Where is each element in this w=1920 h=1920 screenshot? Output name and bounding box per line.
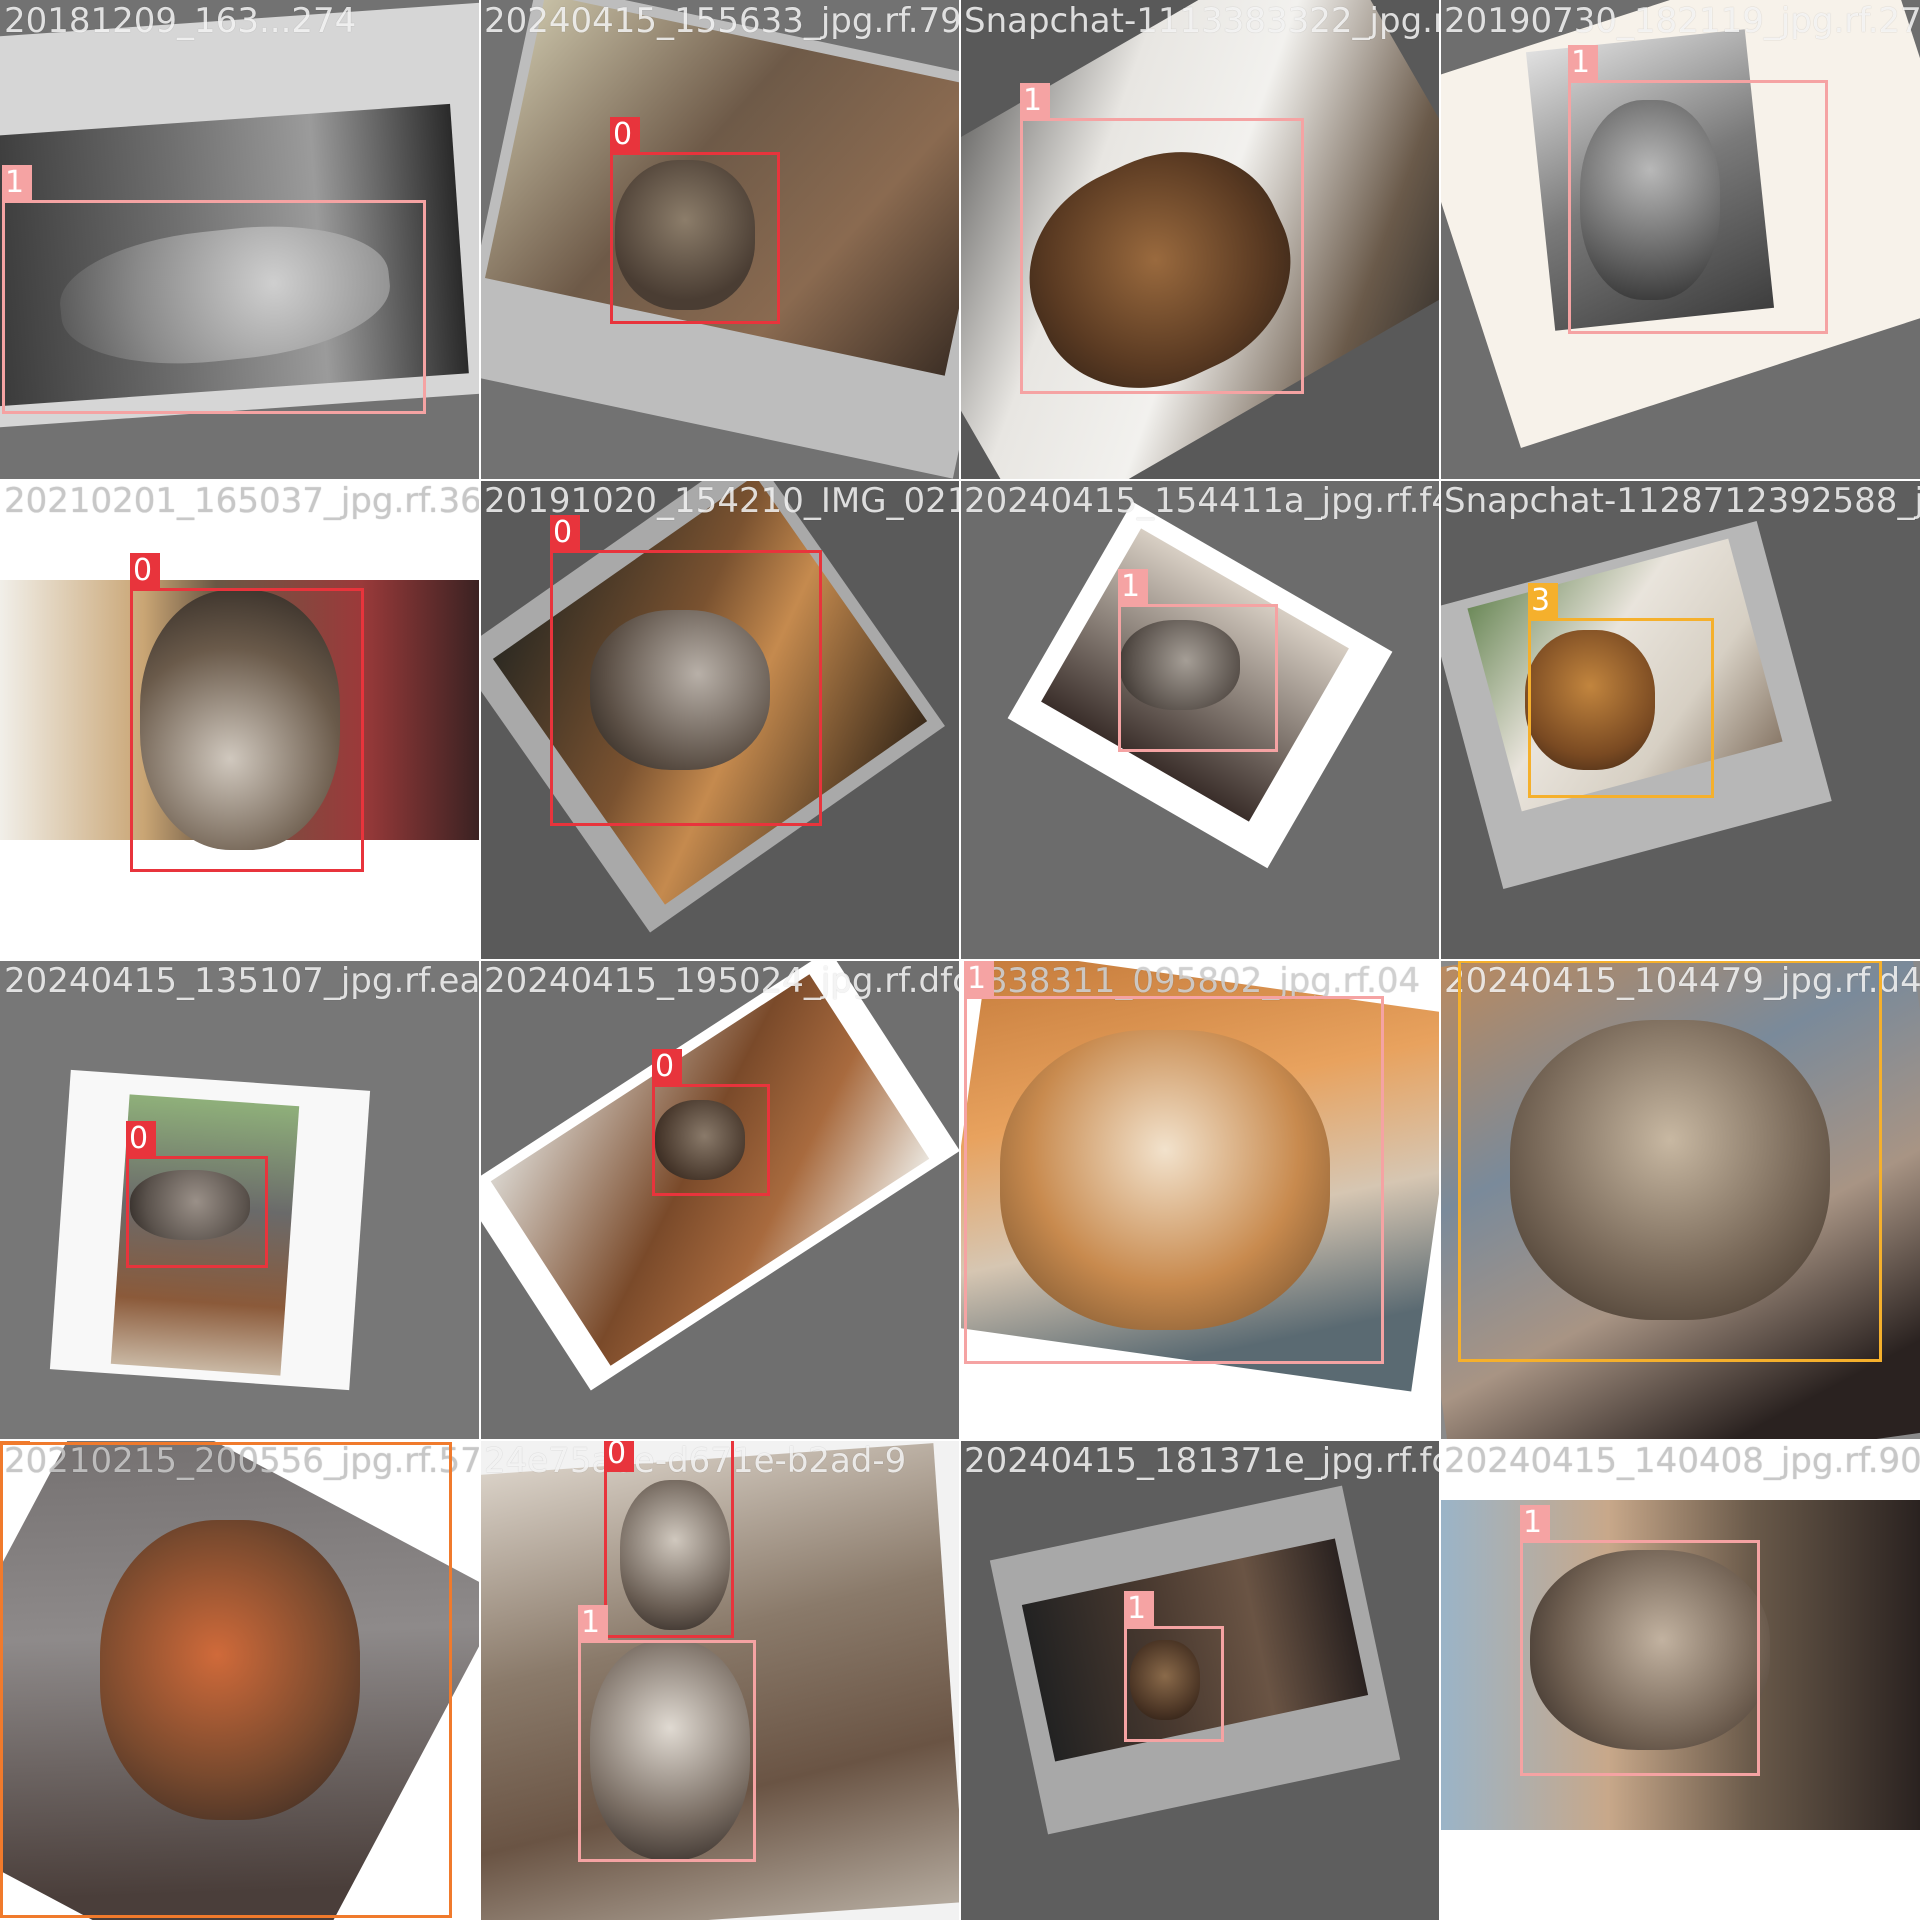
bounding-box: 1 [578,1605,756,1862]
image-filename: 1838311_095802_jpg.rf.04 [964,961,1421,1001]
image-filename: 20240415_154411a_jpg.rf.f48 [964,481,1440,521]
cat-shape [615,160,755,310]
bounding-box: 1 [1020,83,1304,394]
image-filename: 20181209_163...274 [4,1,357,41]
bounding-box: 1 [1124,1591,1224,1742]
cat-shape [140,590,340,850]
class-label: 1 [1124,1591,1154,1627]
bounding-box: 2 [0,1440,452,1918]
bounding-box: 1 [2,165,426,414]
bounding-box: 3 [1458,960,1882,1362]
bounding-box: 0 [610,117,780,324]
bounding-box: 0 [130,553,364,872]
image-filename: 20190730_182119_jpg.rf.27 [1444,1,1920,41]
image-filename: Snapchat-1113383322_jpg.rf. [964,1,1440,41]
bounding-box: 1 [1118,569,1278,752]
image-filename: 20240415_140408_jpg.rf.90 [1444,1441,1920,1481]
bounding-box: 0 [652,1049,770,1196]
class-label: 1 [964,961,994,997]
image-filename: 20240415_195024_jpg.rf.dfc [484,961,960,1001]
class-label: 3 [1458,960,1488,963]
mosaic-tile: 20240415_195024_jpg.rf.dfc 0 [480,960,960,1440]
cat-shape [1525,630,1655,770]
mosaic-tile: Snapchat-1113383322_jpg.rf. 1 [960,0,1440,480]
cat-shape [1120,620,1240,710]
mosaic-tile: Snapchat-1128712392588_jpg.r 3 [1440,480,1920,960]
mosaic-tile: 20181209_163...274 1 [0,0,480,480]
tile-divider [0,959,1920,961]
mosaic-tile: 20210201_165037_jpg.rf.36 0 [0,480,480,960]
class-label: 1 [2,165,32,201]
class-label: 0 [652,1049,682,1085]
class-label: 0 [604,1440,634,1472]
image-filename: 20191020_154210_IMG_0215 [484,481,960,521]
mosaic-tile: 20191020_154210_IMG_0215 0 [480,480,960,960]
cat-shape [1000,1030,1330,1330]
bounding-box: 3 [1528,583,1714,798]
class-label: 2 [0,1440,30,1443]
mosaic-tile: 20190730_182119_jpg.rf.27 1 [1440,0,1920,480]
bounding-box: 1 [1568,45,1828,334]
mosaic-tile: 20240415_104479_jpg.rf.d4 3 [1440,960,1920,1440]
cat-shape [1580,100,1720,300]
class-label: 0 [126,1121,156,1157]
image-filename: 20240415_104479_jpg.rf.d4 [1444,961,1920,1001]
cat-shape [1530,1550,1770,1750]
class-label: 0 [610,117,640,153]
image-filename: 20210201_165037_jpg.rf.36 [4,481,480,521]
mosaic-tile: 24e75a6e-d671e-b2ad-9 0 1 [480,1440,960,1920]
class-label: 1 [1520,1505,1550,1541]
mosaic-tile: 20240415_135107_jpg.rf.ea 0 [0,960,480,1440]
mosaic-tile: 20240415_155633_jpg.rf.79 0 [480,0,960,480]
mosaic-tile: 1838311_095802_jpg.rf.04 1 [960,960,1440,1440]
tile-divider [0,479,1920,481]
class-label: 0 [550,515,580,551]
class-label: 0 [130,553,160,589]
mosaic-tile: 20240415_140408_jpg.rf.90 1 [1440,1440,1920,1920]
cat-shape [655,1100,745,1180]
image-filename: 20240415_135107_jpg.rf.ea [4,961,480,1001]
mosaic-tile: 20210215_200556_jpg.rf.57 2 [0,1440,480,1920]
cat-shape [590,1640,750,1860]
image-filename: Snapchat-1128712392588_jpg.r [1444,481,1920,521]
class-label: 1 [578,1605,608,1641]
image-filename: 20240415_181371e_jpg.rf.fcc [964,1441,1440,1481]
bounding-box: 0 [604,1440,734,1638]
image-filename: 20240415_155633_jpg.rf.79 [484,1,960,41]
bounding-box: 1 [964,961,1384,1364]
class-label: 1 [1118,569,1148,605]
bounding-box: 1 [1520,1505,1760,1776]
cat-shape [620,1480,730,1630]
bounding-box: 0 [550,515,822,826]
mosaic-tile: 20240415_154411a_jpg.rf.f48 1 [960,480,1440,960]
mosaic-tile: 20240415_181371e_jpg.rf.fcc 1 [960,1440,1440,1920]
cat-shape [590,610,770,770]
image-filename: 20210215_200556_jpg.rf.57 [4,1441,480,1481]
cat-shape [1130,1640,1200,1720]
class-label: 1 [1020,83,1050,119]
class-label: 3 [1528,583,1558,619]
cat-shape [100,1520,360,1820]
cat-shape [1510,1020,1830,1320]
tile-divider [0,1439,1920,1441]
bounding-box: 0 [126,1121,268,1268]
image-filename: 24e75a6e-d671e-b2ad-9 [484,1441,907,1481]
cat-shape [130,1170,250,1240]
class-label: 1 [1568,45,1598,81]
